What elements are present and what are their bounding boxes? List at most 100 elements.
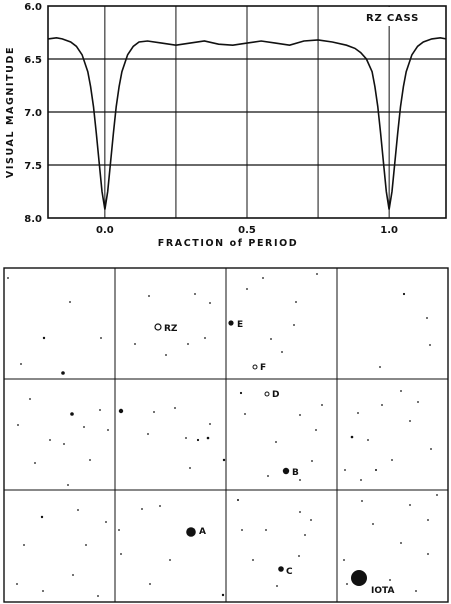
field-star [61,371,65,375]
field-star [23,544,25,546]
field-star [239,391,243,395]
field-star [204,337,206,339]
field-star [391,459,393,461]
star-chart: RZ E F D B A C IOTA [3,267,449,603]
plot-grid [48,6,446,218]
field-star [169,559,171,561]
y-tick-label: 6.0 [24,2,42,13]
field-stars [7,273,438,597]
y-tick-label: 7.0 [24,108,42,119]
y-axis-label: VISUAL MAGNITUDE [5,46,16,178]
field-star [381,404,383,406]
field-star [97,595,99,597]
field-star [299,511,301,513]
field-star [375,469,377,471]
field-star [147,433,149,435]
field-star [189,467,191,469]
y-tick-labels: 6.0 6.5 7.0 7.5 8.0 [24,2,42,225]
chart-title: RZ CASS [366,13,419,24]
field-star [346,583,348,585]
star-c [278,566,284,572]
field-star [402,292,406,296]
star-label-a: A [199,527,206,537]
star-label-e: E [237,320,243,330]
field-star [194,293,196,295]
star-label-iota: IOTA [371,586,394,596]
field-star [107,429,109,431]
star-label-c: C [286,567,293,577]
y-tick-label: 6.5 [24,55,42,66]
field-star [159,505,161,507]
field-star [134,343,136,345]
field-star [252,559,254,561]
field-star [299,479,301,481]
field-star [409,420,411,422]
field-star [63,443,65,445]
field-star [343,559,345,561]
field-star [118,529,120,531]
field-star [275,441,277,443]
star-e [228,320,234,326]
field-star [311,460,313,462]
field-star [241,529,243,531]
field-star [42,590,44,592]
field-star [40,515,44,519]
field-star [29,398,31,400]
y-tick-label: 8.0 [24,214,42,225]
field-star [379,366,381,368]
field-star [367,439,369,441]
field-star [67,484,69,486]
field-star [350,435,354,439]
field-star [281,351,283,353]
field-star [237,499,239,501]
star-label-b: B [292,468,299,478]
field-star [100,337,102,339]
field-star [400,542,402,544]
field-star [426,317,428,319]
field-star [69,301,71,303]
field-star [16,583,18,585]
field-star [427,553,429,555]
star-label-rz: RZ [164,324,178,334]
star-label-d: D [272,390,279,400]
field-star [299,414,301,416]
field-star [206,436,210,440]
star-label-f: F [260,363,266,373]
x-tick-labels: 0.0 0.5 1.0 [96,225,398,236]
field-star [360,479,362,481]
field-star [372,523,374,525]
field-star [270,338,272,340]
field-star [265,529,267,531]
field-star [304,534,306,536]
field-star [429,344,431,346]
field-star [42,336,46,340]
field-star [316,273,318,275]
field-star [85,544,87,546]
x-tick-label: 0.5 [238,225,256,236]
field-star [409,504,411,506]
field-star [222,458,226,462]
field-star [246,288,248,290]
field-star [400,390,402,392]
star-d [264,391,270,397]
field-star [262,277,264,279]
y-tick-label: 7.5 [24,161,42,172]
title-background [360,7,445,26]
light-curve-series [47,36,447,210]
field-star [148,295,150,297]
field-star [427,519,429,521]
field-star [49,439,51,441]
star-rz [154,323,162,331]
light-curve-chart: 6.0 6.5 7.0 7.5 8.0 0.0 0.5 1.0 RZ CASS VISUAL… [5,2,447,249]
field-star [415,590,417,592]
field-star [344,469,346,471]
field-star [185,437,187,439]
field-star [153,411,155,413]
field-star [209,302,211,304]
field-star [72,574,74,576]
field-star [430,448,432,450]
field-star [83,426,85,428]
field-star [209,423,211,425]
field-star [295,301,297,303]
